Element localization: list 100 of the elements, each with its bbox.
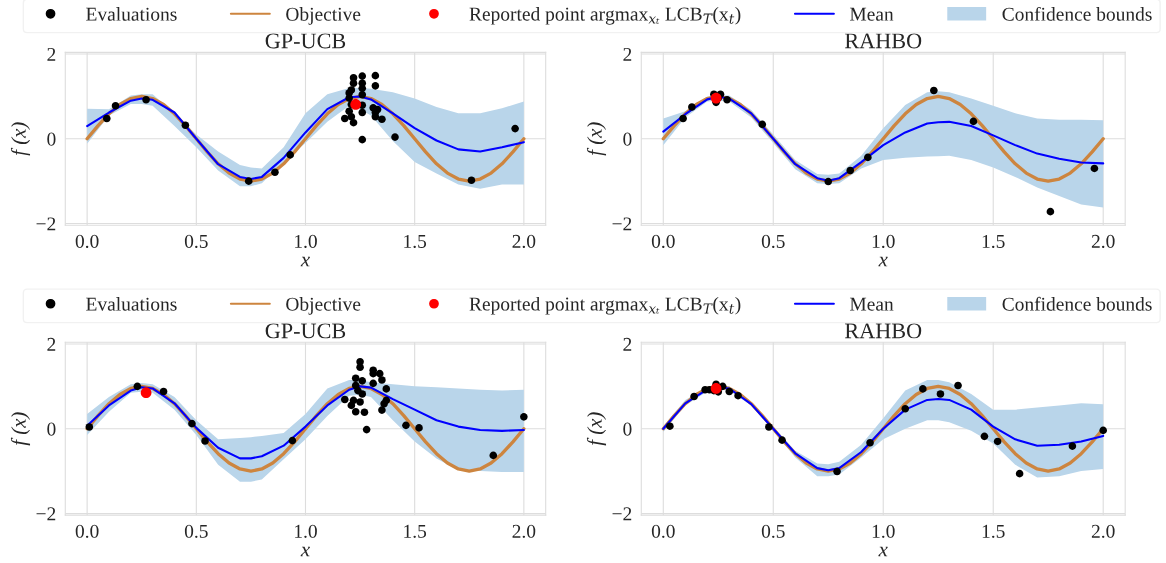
legend-label: Confidence bounds xyxy=(1002,296,1152,311)
x-tick-label: 1.5 xyxy=(404,234,427,248)
point xyxy=(358,108,367,117)
legend-label: Objective xyxy=(286,297,361,315)
point xyxy=(415,424,423,432)
chart-title: GP-UCB xyxy=(265,323,346,339)
point xyxy=(954,381,962,390)
point xyxy=(734,391,742,400)
legend-label: Mean xyxy=(849,7,894,21)
x-axis-title: x xyxy=(300,546,310,557)
point xyxy=(690,392,698,401)
point xyxy=(340,395,349,404)
x-tick-label: 1.0 xyxy=(295,234,317,248)
point xyxy=(936,390,945,398)
point xyxy=(489,451,498,460)
point xyxy=(1015,469,1024,478)
point xyxy=(725,387,734,396)
point xyxy=(351,374,360,383)
y-tick-label: −2 xyxy=(612,507,632,521)
point xyxy=(347,112,356,121)
point xyxy=(371,71,380,80)
point xyxy=(201,437,209,445)
point xyxy=(378,376,386,384)
point xyxy=(866,438,874,447)
x-tick-label: 0.0 xyxy=(651,234,675,248)
x-tick-label: 1.0 xyxy=(295,524,317,538)
legend-label: Evaluations xyxy=(86,297,177,311)
point xyxy=(930,86,938,95)
point xyxy=(288,436,297,445)
point xyxy=(356,363,364,372)
point xyxy=(142,96,150,104)
point xyxy=(188,419,196,428)
point xyxy=(378,115,386,124)
point xyxy=(969,117,978,126)
point xyxy=(378,406,386,414)
point xyxy=(520,413,528,421)
point xyxy=(356,398,364,406)
y-axis-title: f (x) xyxy=(586,412,607,446)
x-tick-label: 1.5 xyxy=(982,524,1005,538)
point xyxy=(824,177,833,186)
point xyxy=(140,387,152,399)
point xyxy=(765,423,773,431)
point xyxy=(1068,442,1077,450)
x-axis-title: x xyxy=(878,546,888,557)
point xyxy=(382,385,391,393)
x-axis-title: x xyxy=(878,256,888,267)
chart-title: RAHBO xyxy=(844,323,922,339)
x-tick-label: 0.0 xyxy=(75,234,99,248)
y-axis-title: f (x) xyxy=(10,412,31,446)
point xyxy=(1046,207,1055,216)
x-tick-label: 1.5 xyxy=(982,234,1005,248)
y-tick-label: 0 xyxy=(47,422,56,436)
point xyxy=(102,114,111,123)
point xyxy=(1099,426,1107,435)
legend-label: Evaluations xyxy=(86,7,177,21)
legend-label: Objective xyxy=(286,7,361,25)
y-tick-label: −2 xyxy=(36,217,56,231)
x-tick-label: 1.0 xyxy=(872,524,895,538)
point xyxy=(511,124,519,133)
point xyxy=(371,82,380,90)
point xyxy=(358,390,367,398)
x-tick-label: 2.0 xyxy=(512,524,536,538)
point xyxy=(85,423,94,431)
point xyxy=(833,467,841,476)
point xyxy=(159,387,168,396)
point xyxy=(467,176,476,185)
point xyxy=(901,405,910,413)
y-tick-label: 0 xyxy=(623,422,632,436)
point xyxy=(864,153,872,162)
x-tick-label: 0.0 xyxy=(651,524,675,538)
point xyxy=(919,385,927,393)
y-axis-title: f (x) xyxy=(586,122,607,156)
y-tick-label: 2 xyxy=(47,337,56,351)
point xyxy=(666,422,674,430)
legend-label: Confidence bounds xyxy=(1002,6,1152,21)
point xyxy=(340,114,349,123)
y-tick-label: 2 xyxy=(623,337,632,351)
point xyxy=(402,421,410,430)
point xyxy=(358,90,367,99)
y-tick-label: −2 xyxy=(36,507,56,521)
x-tick-label: 0.5 xyxy=(184,524,208,538)
point xyxy=(347,401,356,410)
point xyxy=(360,408,369,417)
point xyxy=(358,135,367,144)
point xyxy=(1090,164,1099,173)
y-axis-title: f (x) xyxy=(10,122,31,156)
point xyxy=(723,96,731,104)
x-axis-title: x xyxy=(300,256,310,267)
y-tick-label: 0 xyxy=(47,132,56,146)
x-tick-label: 1.5 xyxy=(404,524,427,538)
x-tick-label: 0.0 xyxy=(75,524,99,538)
point xyxy=(688,103,696,111)
x-tick-label: 2.0 xyxy=(1091,234,1115,248)
point xyxy=(679,114,687,123)
y-tick-label: 2 xyxy=(47,47,56,61)
point xyxy=(244,177,253,185)
point xyxy=(345,94,353,102)
point xyxy=(350,99,362,110)
legend-label: Reported point argmax$_{xₜ}$ LCB$_{T}$(x$_{t}$) xyxy=(469,296,741,315)
x-tick-label: 0.5 xyxy=(761,234,785,248)
